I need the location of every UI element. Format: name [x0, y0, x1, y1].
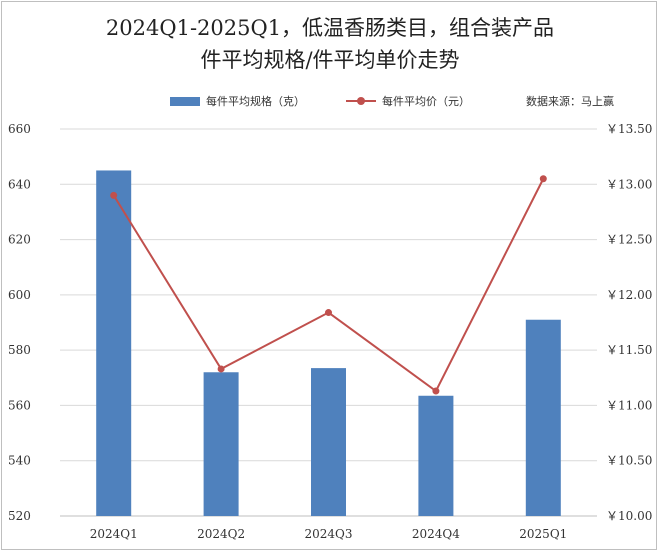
y-right-tick-label: ￥10.00	[606, 509, 652, 523]
chart-title-line1: 2024Q1-2025Q1，低温香肠类目，组合装产品	[105, 16, 555, 40]
legend-bar-swatch	[170, 96, 200, 106]
legend-line-swatch	[346, 95, 376, 107]
y-left-tick-label: 620	[8, 233, 31, 247]
x-tick-label: 2024Q4	[412, 527, 460, 541]
x-tick-label: 2025Q1	[519, 527, 567, 541]
y-left-tick-label: 520	[8, 509, 31, 523]
y-right-tick-label: ￥13.50	[606, 122, 652, 136]
y-right-tick-label: ￥11.00	[606, 398, 652, 412]
price-line	[112, 178, 545, 393]
x-tick-label: 2024Q1	[90, 527, 138, 541]
bar-2024Q4	[418, 395, 454, 516]
x-tick-label: 2024Q3	[304, 527, 352, 541]
price-point-2024Q4	[432, 387, 440, 395]
legend-line-label: 每件平均价（元）	[382, 95, 470, 108]
y-right-tick-label: ￥12.50	[606, 233, 652, 247]
bar-2024Q1	[96, 170, 132, 516]
bar-2024Q2	[203, 372, 239, 516]
price-point-2024Q2	[217, 365, 225, 373]
bar-2025Q1	[525, 319, 561, 516]
y-left-tick-label: 600	[8, 288, 31, 302]
y-right-tick-label: ￥12.00	[606, 288, 652, 302]
legend-item-line: 每件平均价（元）	[346, 93, 470, 109]
y-left-tick-label: 560	[8, 398, 31, 412]
y-right-tick-label: ￥13.00	[606, 177, 652, 191]
price-point-2025Q1	[539, 175, 547, 183]
legend-bar-label: 每件平均规格（克）	[206, 95, 305, 108]
chart-legend: 每件平均规格（克） 每件平均价（元）	[0, 93, 660, 109]
source-note: 数据来源：马上赢	[526, 95, 614, 108]
y-left-tick-label: 660	[8, 122, 31, 136]
bar-2024Q3	[311, 368, 346, 516]
y-right-tick-label: ￥10.50	[606, 454, 652, 468]
y-right-tick-label: ￥11.50	[606, 343, 652, 357]
legend-item-bar: 每件平均规格（克）	[170, 93, 305, 109]
price-point-2024Q1	[110, 191, 118, 199]
y-left-tick-label: 540	[8, 454, 31, 468]
y-left-tick-label: 580	[8, 343, 31, 357]
price-point-2024Q3	[325, 309, 332, 317]
x-tick-label: 2024Q2	[197, 527, 245, 541]
chart-title-line2: 件平均规格/件平均单价走势	[200, 48, 460, 72]
y-left-tick-label: 640	[8, 177, 31, 191]
